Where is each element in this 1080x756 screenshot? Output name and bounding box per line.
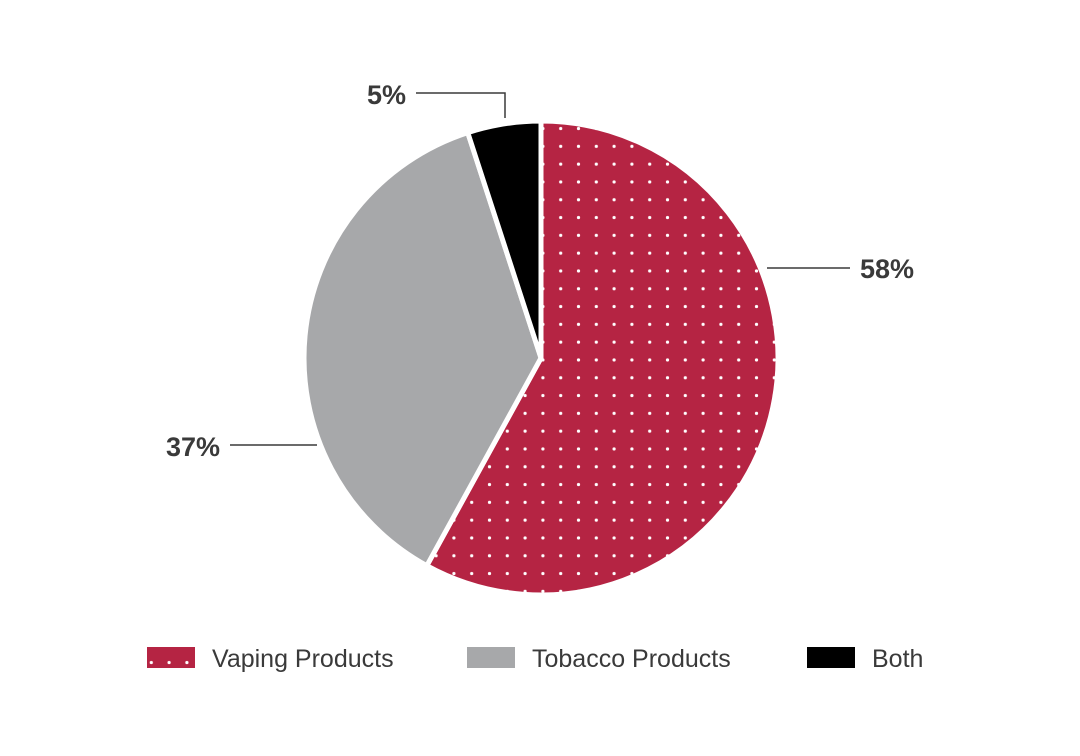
legend-item-vaping-products: Vaping Products [147, 645, 394, 673]
legend-label-both: Both [872, 645, 923, 673]
leader-line-both [416, 92, 506, 118]
legend-label-vaping-products: Vaping Products [212, 645, 394, 673]
legend: Vaping Products Tobacco Products Both [147, 645, 923, 673]
pie-leader-lines [230, 92, 850, 446]
legend-swatch-vaping-products [147, 647, 195, 668]
percent-label-tobacco-products: 37% [166, 432, 220, 462]
percent-label-both: 5% [367, 80, 406, 110]
legend-label-tobacco-products: Tobacco Products [532, 645, 731, 673]
legend-swatch-tobacco-products [467, 647, 515, 668]
pie-slice-vaping-products [424, 118, 781, 598]
pie-slices [301, 118, 781, 598]
legend-item-both: Both [807, 645, 923, 673]
pie-slice-both [465, 118, 544, 361]
pie-percent-labels: 58% 37% 5% [166, 80, 914, 462]
pie-slice-tobacco-products [301, 130, 544, 569]
legend-swatch-both [807, 647, 855, 668]
percent-label-vaping-products: 58% [860, 254, 914, 284]
legend-item-tobacco-products: Tobacco Products [467, 645, 731, 673]
